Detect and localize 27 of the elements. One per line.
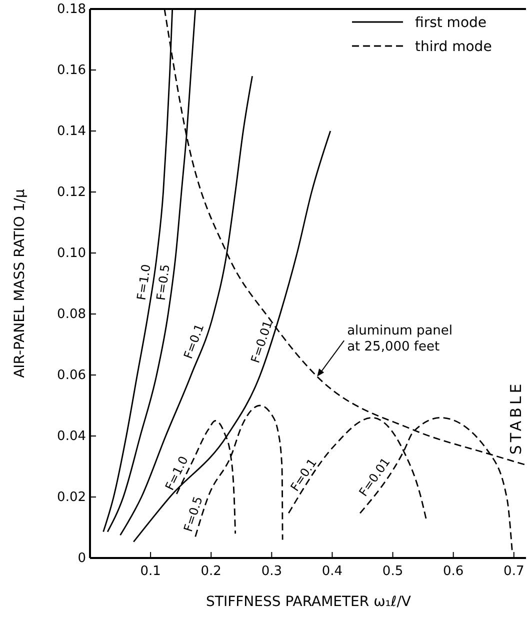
y-tick-label: 0.04 (57, 429, 86, 444)
y-tick-label: 0.16 (57, 63, 86, 78)
y-tick-label: 0.10 (57, 246, 86, 262)
y-tick-label: 0.08 (57, 307, 86, 322)
x-axis-title: STIFFNESS PARAMETER ω₁ℓ/V (206, 594, 412, 610)
text: F=0.5 (180, 494, 206, 534)
text: F=0.5 (154, 264, 172, 302)
annotation: first mode (415, 15, 487, 31)
y-tick-label: 0 (78, 551, 86, 566)
y-tick-label: 0.14 (57, 124, 86, 140)
x-tick-label: 0.1 (140, 564, 161, 580)
y-tick-label: 0.12 (57, 185, 86, 200)
annotation: third mode (415, 39, 492, 55)
y-tick-label: 0.06 (57, 368, 86, 384)
text: F=0.1 (181, 322, 207, 361)
x-tick-label: 0.5 (382, 564, 404, 580)
annotation: STABLE (507, 380, 525, 455)
x-tick-label: 0.4 (322, 564, 343, 580)
text: F=1.0 (134, 263, 154, 302)
y-tick-label: 0.18 (57, 2, 86, 18)
x-tick-label: 0.7 (504, 564, 524, 580)
y-axis-title: AIR-PANEL MASS RATIO 1/μ (12, 189, 28, 378)
x-tick-label: 0.2 (200, 564, 222, 580)
annotation: aluminum panel at 25,000 feet (347, 324, 453, 355)
x-tick-label: 0.6 (442, 564, 464, 580)
x-tick-label: 0.3 (261, 564, 282, 580)
y-tick-label: 0.02 (57, 490, 86, 506)
